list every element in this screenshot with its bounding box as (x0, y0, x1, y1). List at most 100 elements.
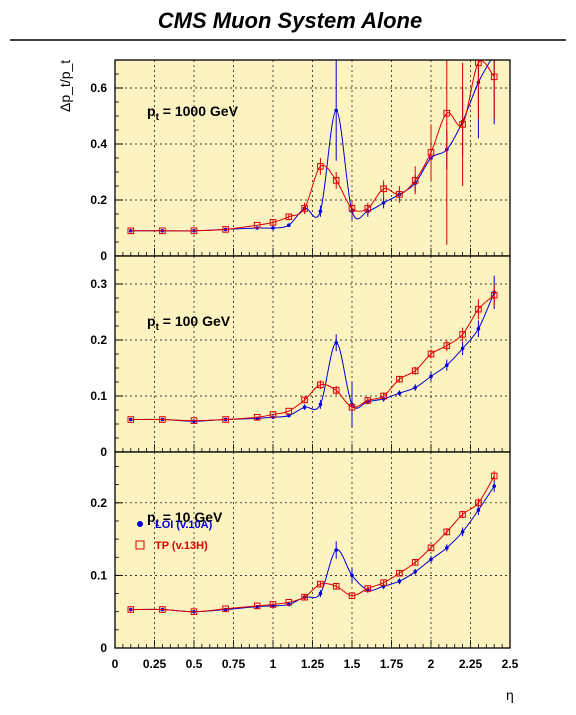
panel-label-rest: = 1000 GeV (159, 103, 239, 119)
legend-label-tp: TP (v.13H) (155, 540, 208, 552)
y-tick-label: 0.6 (90, 81, 107, 95)
panel-label-main: p (147, 509, 156, 525)
series-group (127, 470, 498, 616)
data-point-tp (222, 416, 229, 423)
y-tick-label: 0.1 (90, 389, 107, 403)
data-point-tp (222, 226, 229, 233)
y-tick-label: 0.3 (90, 277, 107, 291)
x-tick-label: 0 (112, 657, 119, 671)
chart-title: CMS Muon System Alone (158, 8, 422, 33)
x-tick-label: 1.75 (380, 657, 404, 671)
data-point-loi (460, 530, 465, 534)
data-point-tp (364, 585, 372, 592)
data-point-tp (190, 417, 198, 424)
data-point-tp (380, 392, 387, 400)
x-tick-label: 2.5 (502, 657, 519, 671)
data-point-tp (301, 593, 308, 601)
data-point-tp (317, 580, 324, 588)
data-point-tp (475, 305, 482, 313)
data-point-loi (476, 508, 481, 512)
data-point-tp (222, 605, 229, 613)
y-tick-label: 0.2 (90, 193, 107, 207)
panel-1: 0 0.2 0.4 0.6 pt = 1000 GeV (90, 53, 511, 263)
x-axis-label: η (506, 687, 514, 703)
legend-label-loi: LOI (v.10A) (155, 519, 213, 531)
x-tick-label: 2.25 (459, 657, 483, 671)
data-point-tp (475, 499, 482, 507)
data-point-tp (253, 221, 261, 229)
data-point-tp (427, 350, 435, 358)
data-point-tp (332, 387, 340, 394)
panel-label-sub: t (156, 112, 160, 123)
data-point-tp (253, 602, 261, 610)
y-tick-label: 0.1 (90, 568, 107, 582)
data-point-tp (269, 219, 277, 226)
x-tick-label: 0.75 (222, 657, 246, 671)
panel-label-main: p (147, 103, 156, 119)
y-tick-label: 0.2 (90, 333, 107, 347)
data-point-loi (397, 579, 402, 584)
data-point-tp (317, 163, 324, 170)
panel-label-rest: = 100 GeV (159, 313, 231, 329)
data-point-tp (459, 331, 466, 338)
series-group (127, 275, 498, 427)
data-point-tp (269, 601, 277, 608)
data-point-loi (413, 385, 418, 390)
data-point-tp (443, 109, 451, 117)
data-point-tp (459, 511, 466, 518)
panel-background (115, 60, 510, 256)
data-point-loi (318, 209, 323, 213)
panel-label: pt = 10 GeV (147, 509, 223, 529)
panel-label-rest: = 10 GeV (159, 509, 223, 525)
data-point-tp (285, 407, 293, 415)
data-point-tp (490, 472, 498, 480)
panel-label: pt = 100 GeV (147, 313, 231, 333)
data-point-tp (490, 291, 498, 299)
data-point-loi (318, 591, 323, 596)
data-point-loi (476, 327, 481, 331)
panel-label-main: p (147, 313, 156, 329)
panel-3: 0 0.1 0.2 pt = 10 GeV (90, 451, 511, 655)
panel-label-sub: t (156, 518, 160, 529)
data-point-tp (348, 205, 356, 212)
data-point-loi (350, 573, 354, 578)
data-point-tp (364, 397, 372, 404)
data-point-tp (427, 544, 435, 552)
data-point-loi (445, 546, 449, 550)
panel-label: pt = 1000 GeV (147, 103, 239, 123)
data-point-tp (380, 579, 387, 586)
data-point-tp (364, 205, 372, 212)
x-tick-label: 0.5 (186, 657, 203, 671)
data-point-loi (492, 53, 496, 57)
data-point-tp (190, 227, 198, 235)
y-tick-label: 0 (100, 641, 107, 655)
data-point-loi (302, 405, 307, 410)
data-point-tp (411, 367, 419, 375)
legend-marker-tp (135, 540, 145, 550)
data-point-tp (301, 205, 308, 212)
panel-frame (114, 451, 511, 649)
data-point-loi (429, 557, 433, 562)
data-point-tp (253, 413, 261, 421)
data-point-loi (413, 569, 418, 574)
data-point-tp (443, 528, 451, 536)
data-point-tp (332, 177, 340, 184)
data-point-tp (317, 381, 324, 389)
data-point-tp (380, 185, 387, 193)
x-tick-label: 1 (270, 657, 277, 671)
data-point-tp (396, 191, 403, 198)
data-point-loi (318, 402, 323, 407)
data-point-tp (348, 592, 356, 600)
data-point-tp (332, 582, 340, 590)
x-tick-label: 1.5 (344, 657, 361, 671)
data-point-tp (190, 608, 198, 616)
data-point-loi (271, 226, 275, 230)
data-point-tp (396, 375, 403, 383)
data-point-loi (460, 346, 465, 351)
legend: LOI (v.10A) TP (v.13H) (135, 519, 213, 552)
data-point-tp (269, 411, 277, 418)
legend-marker-loi (137, 521, 143, 527)
data-point-tp (443, 342, 451, 349)
data-point-loi (334, 341, 339, 345)
